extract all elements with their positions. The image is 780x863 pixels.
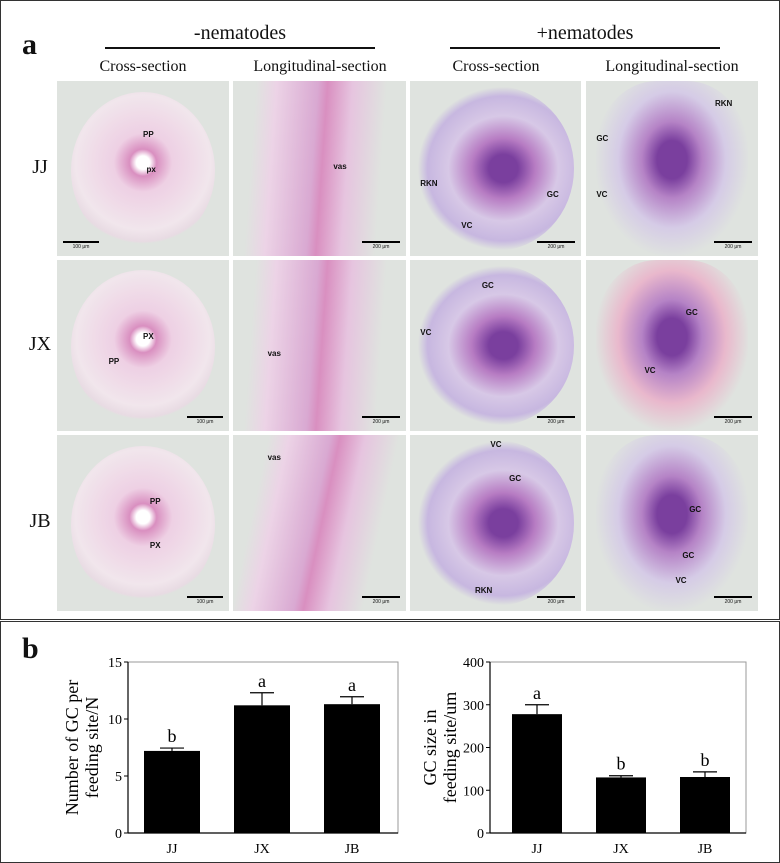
- structure-label: vas: [333, 161, 347, 171]
- micrograph: PP PX 100 μm: [57, 435, 229, 611]
- group-line: [105, 47, 375, 49]
- structure-label: RKN: [715, 98, 733, 108]
- structure-label: GC: [481, 280, 494, 290]
- structure-label: PP: [108, 357, 120, 367]
- scale-bar-label: 200 μm: [724, 244, 742, 250]
- scale-bar: 200 μm: [362, 596, 400, 605]
- structure-label: PX: [149, 540, 161, 550]
- scale-bar-label: 200 μm: [547, 599, 565, 605]
- micrograph: PP px 100 μm: [57, 81, 229, 256]
- scale-bar-label: 200 μm: [372, 419, 390, 425]
- tissue-section: [244, 81, 395, 256]
- scale-bar: 100 μm: [187, 416, 223, 425]
- group-minus-nematodes: -nematodes: [193, 22, 287, 44]
- micrograph: GC VC 200 μm: [586, 260, 758, 431]
- row-header: JX: [28, 333, 52, 355]
- tissue-section: [244, 260, 395, 431]
- group-line: [450, 47, 720, 49]
- structure-label: GC: [546, 189, 559, 199]
- structure-label: VC: [461, 221, 473, 230]
- panel-b-frame: [0, 621, 780, 863]
- scale-bar-label: 200 μm: [547, 244, 565, 250]
- tissue-section: [596, 81, 748, 256]
- tissue-section: [596, 260, 748, 431]
- tissue-section: [70, 270, 216, 425]
- structure-label: VC: [675, 575, 687, 585]
- scale-bar-label: 100 μm: [196, 419, 214, 425]
- structure-label: VC: [644, 366, 656, 376]
- scale-bar: 200 μm: [537, 416, 575, 425]
- scale-bar-label: 100 μm: [196, 599, 214, 605]
- column-header: Longitudinal-section: [253, 58, 387, 75]
- panel-b-label: b: [22, 632, 39, 665]
- structure-label: PP: [149, 496, 161, 506]
- tissue-section: [233, 435, 406, 611]
- scale-bar-label: 200 μm: [724, 599, 742, 605]
- structure-label: RKN: [474, 586, 493, 596]
- tissue-section: [416, 86, 575, 251]
- scale-bar: 200 μm: [714, 416, 752, 425]
- column-header: Longitudinal-section: [605, 58, 739, 75]
- tissue-section: [416, 265, 575, 426]
- structure-label: VC: [596, 189, 608, 199]
- structure-label: PX: [143, 331, 154, 341]
- scale-bar: 200 μm: [537, 241, 575, 250]
- structure-label: PP: [143, 130, 154, 139]
- micrograph: RKN GC VC 200 μm: [586, 81, 758, 256]
- row-header: JB: [29, 510, 51, 532]
- micrograph: GC GC VC 200 μm: [586, 435, 758, 611]
- scale-bar-label: 200 μm: [547, 419, 565, 425]
- structure-label: GC: [596, 133, 609, 143]
- structure-label: GC: [685, 307, 698, 317]
- micrograph: vas 200 μm: [233, 435, 406, 611]
- structure-label: vas: [267, 452, 281, 462]
- tissue-section: [416, 440, 575, 606]
- tissue-section: [70, 91, 216, 249]
- structure-label: GC: [682, 551, 695, 561]
- structure-label: GC: [509, 473, 522, 483]
- scale-bar: 200 μm: [714, 596, 752, 605]
- scale-bar: 200 μm: [537, 596, 575, 605]
- group-plus-nematodes: +nematodes: [536, 22, 634, 44]
- structure-label: VC: [420, 328, 432, 338]
- scale-bar-label: 200 μm: [724, 419, 742, 425]
- structure-label: vas: [267, 348, 281, 358]
- scale-bar-label: 200 μm: [372, 599, 390, 605]
- row-header: JJ: [32, 156, 48, 178]
- structure-label: VC: [490, 440, 502, 450]
- micrograph: PP PX 100 μm: [57, 260, 229, 431]
- micrograph: vas 200 μm: [233, 260, 406, 431]
- tissue-section: [70, 445, 216, 604]
- structure-label: GC: [689, 505, 702, 515]
- scale-bar: 200 μm: [714, 241, 752, 250]
- scale-bar-label: 200 μm: [372, 244, 390, 250]
- scale-bar-label: 100 μm: [72, 244, 90, 250]
- column-header: Cross-section: [99, 58, 187, 75]
- structure-label: RKN: [420, 179, 438, 188]
- panel-a-label: a: [22, 28, 37, 61]
- scale-bar: 200 μm: [362, 416, 400, 425]
- scale-bar: 100 μm: [187, 596, 223, 605]
- micrograph: GC VC 200 μm: [410, 260, 581, 431]
- structure-label: px: [146, 165, 156, 174]
- micrograph: RKN GC VC 200 μm: [410, 81, 581, 256]
- column-header: Cross-section: [452, 58, 540, 75]
- scale-bar: 200 μm: [362, 241, 400, 250]
- scale-bar: 100 μm: [63, 241, 99, 250]
- micrograph: VC GC RKN 200 μm: [410, 435, 581, 611]
- tissue-section: [596, 435, 748, 611]
- micrograph: vas 200 μm: [233, 81, 406, 256]
